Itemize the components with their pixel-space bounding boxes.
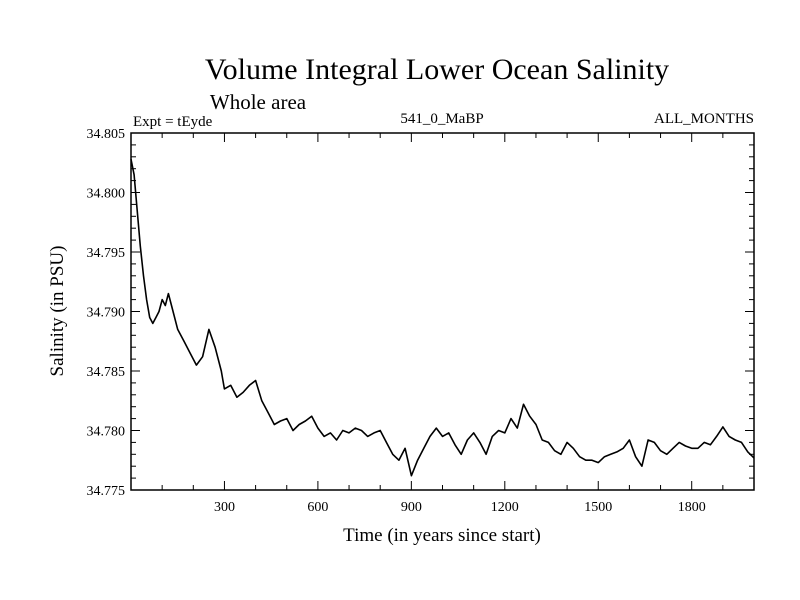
plot-frame [130, 132, 755, 491]
x-tick-label: 600 [307, 500, 328, 515]
x-axis-label: Time (in years since start) [343, 525, 541, 546]
chart-title: Volume Integral Lower Ocean Salinity [205, 53, 669, 86]
y-tick-label: 34.805 [87, 127, 126, 142]
y-axis-label: Salinity (in PSU) [47, 246, 68, 377]
run-label: 541_0_MaBP [400, 111, 483, 127]
data-series [130, 159, 755, 477]
axis-ticks [131, 133, 754, 490]
y-tick-label: 34.800 [87, 187, 126, 202]
y-tick-label: 34.790 [87, 306, 126, 321]
y-tick-label: 34.775 [87, 484, 126, 499]
chart-subtitle: Whole area [210, 90, 307, 114]
y-tick-label: 34.785 [87, 365, 126, 380]
season-label: ALL_MONTHS [654, 111, 754, 127]
y-tick-label: 34.780 [87, 425, 126, 440]
x-tick-label: 1500 [584, 500, 612, 515]
x-tick-label: 1800 [678, 500, 706, 515]
tick-labels: 300 600 900 1200 1500 1800 34.775 34.780 34.785 3… [87, 127, 706, 515]
experiment-label: Expt = tEyde [133, 114, 213, 130]
salinity-series-line [130, 159, 755, 477]
y-tick-label: 34.795 [87, 246, 126, 261]
x-tick-label: 300 [214, 500, 235, 515]
x-tick-label: 900 [401, 500, 422, 515]
x-tick-label: 1200 [491, 500, 519, 515]
